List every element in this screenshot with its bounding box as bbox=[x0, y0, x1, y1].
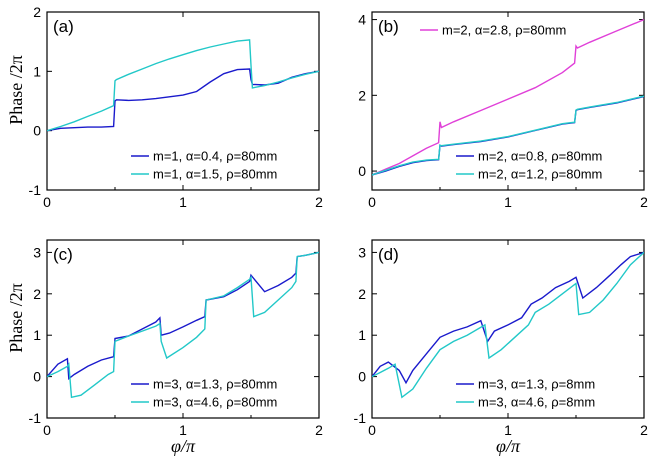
x-tick-label: 1 bbox=[179, 422, 187, 438]
x-tick-label: 0 bbox=[368, 194, 376, 210]
y-tick-label: 3 bbox=[358, 244, 366, 260]
x-tick-label: 0 bbox=[43, 194, 51, 210]
y-tick-label: 0 bbox=[358, 369, 366, 385]
x-tick-label: 0 bbox=[43, 422, 51, 438]
y-tick-label: 2 bbox=[33, 286, 41, 302]
y-tick-label: -1 bbox=[354, 410, 367, 426]
y-axis-label-bottom: Phase /2π bbox=[6, 283, 26, 353]
x-tick-label: 2 bbox=[640, 194, 648, 210]
series-line-1 bbox=[372, 251, 644, 385]
y-tick-label: 1 bbox=[33, 327, 41, 343]
series-line-1 bbox=[47, 68, 319, 132]
panel-label: (d) bbox=[378, 245, 399, 264]
legend-entry: m=2, α=2.8, ρ=80mm bbox=[442, 23, 566, 38]
x-tick-label: 2 bbox=[315, 194, 323, 210]
panel-label: (c) bbox=[53, 245, 73, 264]
y-tick-label: 3 bbox=[33, 244, 41, 260]
x-tick-label: 1 bbox=[504, 422, 512, 438]
y-tick-label: 0 bbox=[33, 123, 41, 139]
x-axis-label-left: φ/π bbox=[171, 436, 196, 456]
legend-entry: m=1, α=1.5, ρ=80mm bbox=[153, 167, 277, 182]
y-tick-label: 4 bbox=[358, 12, 366, 28]
panel-b: 0 1 2 0 2 4 (b) m=2, α=0.8, ρ=80mm m=2, α=1.2, ρ… bbox=[358, 11, 648, 210]
series-line-1 bbox=[372, 18, 644, 176]
y-tick-label: 2 bbox=[358, 286, 366, 302]
legend-entry: m=3, α=4.6, ρ=8mm bbox=[478, 395, 595, 410]
x-tick-label: 2 bbox=[640, 422, 648, 438]
y-tick-label: 2 bbox=[33, 4, 41, 20]
x-tick-label: 1 bbox=[504, 194, 512, 210]
series-line-2 bbox=[47, 251, 319, 399]
y-tick-label: 2 bbox=[358, 87, 366, 103]
series-line-3 bbox=[372, 95, 644, 176]
panel-label: (b) bbox=[378, 17, 399, 36]
x-tick-label: 1 bbox=[179, 194, 187, 210]
x-axis-label-right: φ/π bbox=[496, 436, 521, 456]
legend-entry: m=3, α=1.3, ρ=8mm bbox=[478, 377, 595, 392]
x-tick-label: 2 bbox=[315, 422, 323, 438]
panel-label: (a) bbox=[53, 17, 74, 36]
y-tick-label: -1 bbox=[29, 182, 42, 198]
legend-entry: m=2, α=0.8, ρ=80mm bbox=[478, 149, 602, 164]
legend-entry: m=2, α=1.2, ρ=80mm bbox=[478, 167, 602, 182]
series-line-2 bbox=[47, 39, 319, 132]
y-tick-label: 1 bbox=[358, 327, 366, 343]
legend-entry: m=1, α=0.4, ρ=80mm bbox=[153, 149, 277, 164]
y-axis-label-top: Phase /2π bbox=[6, 55, 26, 125]
y-tick-label: 1 bbox=[33, 63, 41, 79]
x-tick-label: 0 bbox=[368, 422, 376, 438]
legend-entry: m=3, α=1.3, ρ=80mm bbox=[153, 377, 277, 392]
legend-entry: m=3, α=4.6, ρ=80mm bbox=[153, 395, 277, 410]
y-tick-label: 0 bbox=[33, 369, 41, 385]
y-tick-label: -1 bbox=[29, 410, 42, 426]
y-tick-label: 0 bbox=[358, 163, 366, 179]
series-line-2 bbox=[372, 251, 644, 399]
series-line-1 bbox=[47, 251, 319, 381]
